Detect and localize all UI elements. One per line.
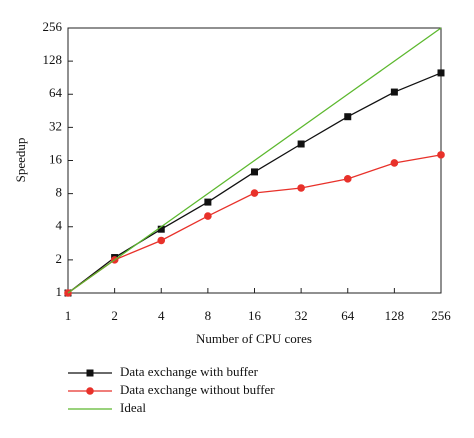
legend-marker: [86, 387, 94, 395]
marker: [390, 159, 399, 167]
x-tick-label: 128: [385, 308, 405, 323]
legend-marker: [86, 369, 94, 377]
marker: [437, 151, 445, 159]
x-tick-label: 1: [65, 308, 72, 323]
x-tick-label: 32: [295, 308, 308, 323]
legend-label: Data exchange without buffer: [120, 382, 275, 397]
series-line: [67, 72, 442, 294]
y-axis-label: Speedup: [13, 138, 28, 183]
y-tick-label: 8: [56, 185, 63, 200]
marker: [437, 69, 445, 77]
marker: [250, 189, 259, 197]
y-tick-label: 4: [56, 218, 63, 233]
y-tick-label: 2: [56, 251, 63, 266]
x-tick-label: 8: [205, 308, 212, 323]
y-tick-label: 32: [49, 118, 62, 133]
x-tick-label: 4: [158, 308, 165, 323]
x-tick-label: 64: [341, 308, 355, 323]
y-tick-label: 16: [49, 151, 63, 166]
marker: [343, 175, 352, 183]
marker: [204, 198, 212, 206]
marker: [251, 168, 258, 176]
marker: [157, 236, 166, 245]
y-tick-label: 256: [43, 19, 63, 34]
series-line: [67, 154, 442, 294]
x-axis-label: Number of CPU cores: [196, 331, 312, 346]
marker: [297, 140, 305, 148]
legend-label: Data exchange with buffer: [120, 364, 259, 379]
y-tick-label: 128: [43, 52, 63, 67]
x-tick-label: 2: [111, 308, 118, 323]
marker: [157, 225, 165, 233]
marker: [344, 113, 352, 121]
y-tick-label: 64: [49, 85, 63, 100]
series-line: [67, 27, 442, 294]
marker: [297, 184, 305, 192]
y-tick-label: 1: [56, 284, 63, 299]
marker: [390, 88, 398, 96]
x-tick-label: 16: [248, 308, 262, 323]
legend-label: Ideal: [120, 400, 146, 415]
x-tick-label: 256: [431, 308, 451, 323]
marker: [204, 212, 212, 220]
